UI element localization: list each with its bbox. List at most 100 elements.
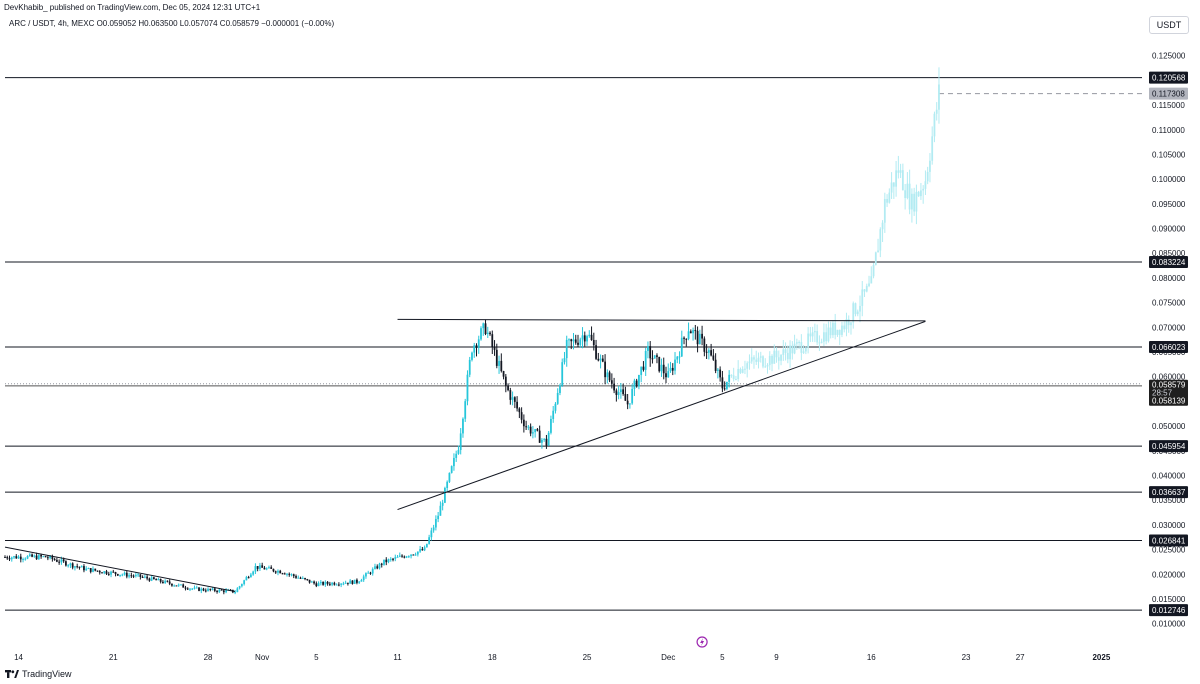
candle-body — [847, 319, 850, 326]
time-tick-label: 23 — [962, 653, 971, 662]
candle-body — [719, 369, 722, 378]
candle-body — [457, 449, 460, 454]
candle-body — [423, 547, 426, 551]
time-tick-label: Dec — [661, 653, 675, 662]
candle-body — [757, 357, 760, 362]
candle-body — [26, 556, 29, 559]
candle-body — [62, 559, 65, 562]
candle-body — [931, 136, 934, 161]
candle-body — [892, 182, 895, 187]
candle-body — [401, 555, 403, 557]
candle-body — [337, 584, 340, 586]
candle-body — [703, 338, 706, 352]
candle-body — [265, 568, 268, 570]
candle-body — [716, 369, 719, 371]
candle-body — [915, 191, 918, 212]
candle-body — [385, 559, 388, 563]
candle-body — [434, 519, 437, 528]
candle-body — [574, 339, 577, 343]
candle-body — [256, 566, 259, 569]
candle-body — [820, 341, 823, 343]
candle-body — [116, 573, 119, 576]
candle-body — [310, 581, 313, 583]
candle-body — [407, 556, 410, 558]
candle-body — [274, 571, 277, 573]
candle-body — [371, 568, 374, 574]
candle-body — [85, 568, 88, 571]
candle-body — [554, 403, 557, 411]
candle-body — [222, 590, 225, 593]
candle-body — [65, 561, 67, 566]
candle-body — [240, 584, 243, 587]
candle-body — [642, 366, 645, 370]
candle-body — [601, 358, 604, 362]
candle-body — [301, 578, 304, 580]
candle-body — [441, 502, 444, 506]
candle-body — [134, 574, 137, 577]
candle-body — [732, 375, 735, 380]
candle-body — [568, 339, 570, 341]
candle-body — [306, 579, 309, 581]
candle-body — [331, 582, 334, 585]
currency-button[interactable]: USDT — [1149, 16, 1189, 34]
candle-body — [798, 341, 800, 343]
tradingview-brand[interactable]: TradingView — [5, 669, 72, 679]
candle-body — [890, 182, 893, 193]
candle-body — [500, 360, 503, 372]
candle-body — [879, 229, 882, 251]
candle-body — [741, 369, 744, 373]
candle-body — [416, 551, 419, 555]
candle-body — [635, 380, 638, 387]
candle-body — [617, 392, 620, 395]
candle-body — [286, 573, 288, 575]
candle-body — [859, 305, 861, 312]
candle-body — [130, 575, 133, 577]
candle-body — [44, 556, 47, 558]
candle-body — [459, 433, 462, 450]
candle-body — [507, 385, 509, 391]
candle-body — [543, 438, 546, 440]
candle-body — [920, 190, 922, 197]
level-price-label: 0.083224 — [1152, 258, 1186, 267]
candle-body — [107, 573, 110, 575]
candle-body — [622, 389, 625, 395]
candle-body — [432, 527, 435, 531]
candle-body — [721, 377, 724, 389]
candle-body — [365, 573, 367, 577]
symbol-legend[interactable]: ARC / USDT, 4h, MEXC O0.059052 H0.063500… — [9, 19, 335, 28]
candle-body — [832, 322, 834, 336]
candle-body — [527, 426, 530, 428]
candle-body — [495, 349, 498, 366]
candle-body — [737, 368, 740, 380]
candle-body — [511, 397, 514, 400]
candle-body — [189, 588, 191, 590]
candle-body — [658, 356, 661, 372]
candle-body — [838, 329, 841, 335]
price-tick-label: 0.100000 — [1152, 175, 1186, 184]
candle-body — [148, 578, 151, 581]
candle-body — [392, 558, 394, 560]
candle-body — [340, 583, 343, 585]
time-tick-label: 2025 — [1092, 653, 1110, 662]
candle-body — [852, 303, 855, 323]
candle-body — [493, 346, 496, 350]
candle-body — [613, 383, 616, 391]
candle-body — [906, 183, 909, 199]
candle-body — [455, 453, 458, 458]
candle-body — [268, 567, 270, 569]
candle-body — [694, 330, 697, 332]
candle-body — [565, 339, 568, 359]
candle-body — [58, 561, 61, 563]
candle-body — [599, 358, 602, 361]
price-tick-label: 0.075000 — [1152, 299, 1186, 308]
candle-body — [378, 563, 381, 569]
candle-body — [150, 577, 153, 581]
level-price-label: 0.120568 — [1152, 74, 1186, 83]
candle-body — [376, 566, 379, 569]
candle-body — [444, 488, 446, 503]
candle-body — [464, 401, 467, 419]
candle-body — [297, 577, 300, 579]
candle-body — [362, 576, 365, 581]
candle-body — [667, 371, 670, 378]
